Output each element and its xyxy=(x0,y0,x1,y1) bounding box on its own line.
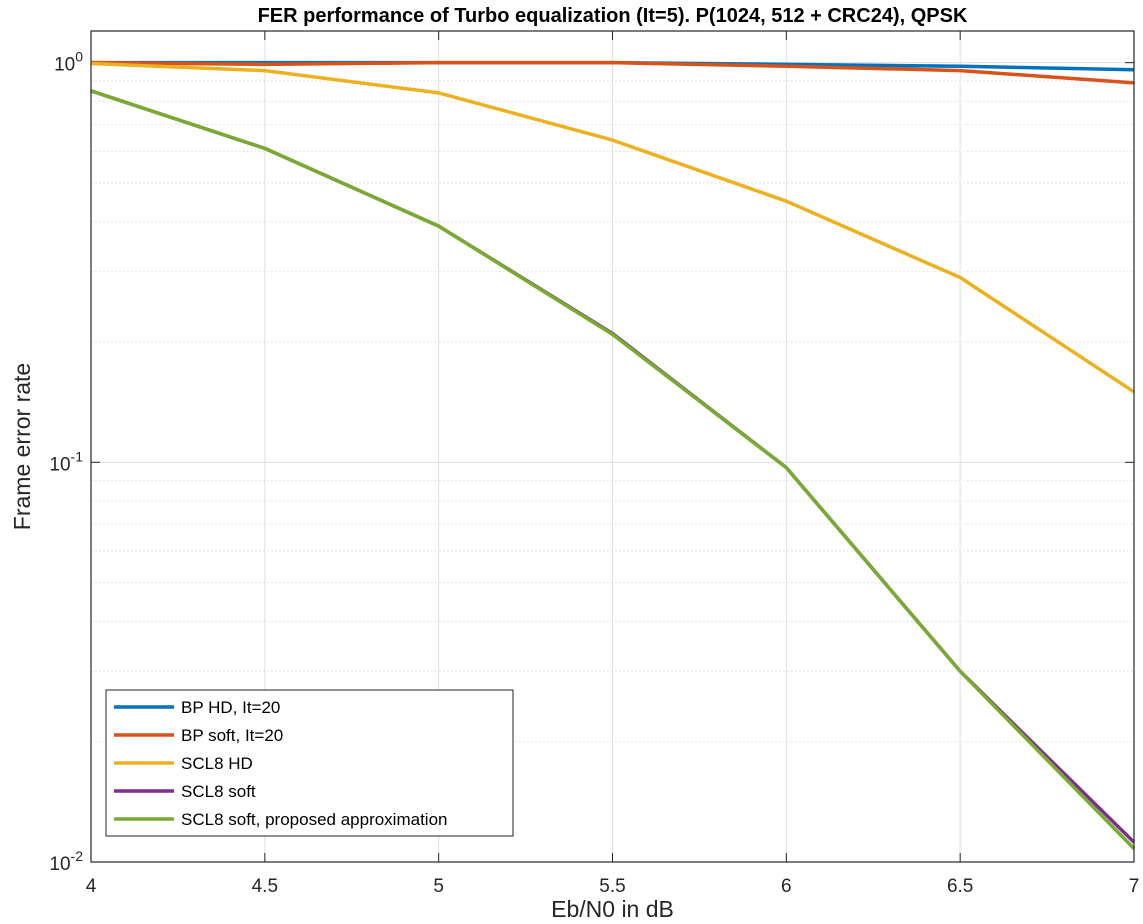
y-tick-label: 10-2 xyxy=(49,848,83,875)
x-tick-label: 7 xyxy=(1129,876,1140,897)
y-tick-exponent: -1 xyxy=(71,448,84,464)
y-tick-base: 10 xyxy=(49,854,70,875)
chart-title: FER performance of Turbo equalization (I… xyxy=(258,5,968,27)
y-tick-label: 100 xyxy=(54,49,83,76)
legend-label: BP HD, It=20 xyxy=(181,698,280,717)
series-line-5 xyxy=(90,89,1136,850)
x-tick-label: 4 xyxy=(86,876,97,897)
series-line-2 xyxy=(90,60,1135,85)
legend-label: SCL8 soft, proposed approximation xyxy=(181,810,448,829)
x-tick-label: 5 xyxy=(433,876,444,897)
y-tick-base: 10 xyxy=(54,55,75,76)
series-line-3 xyxy=(90,61,1135,394)
legend-label: SCL8 soft xyxy=(181,782,256,801)
legend: BP HD, It=20 BP soft, It=20 SCL8 HD SCL8 so… xyxy=(105,689,514,837)
y-tick-exponent: -2 xyxy=(71,848,84,864)
axes-box xyxy=(90,30,1135,863)
legend-label: BP soft, It=20 xyxy=(181,726,283,745)
y-tick-base: 10 xyxy=(49,454,70,475)
legend-label: SCL8 HD xyxy=(181,754,253,773)
y-axis-label: Frame error rate xyxy=(9,363,35,530)
x-tick-label: 4.5 xyxy=(252,876,278,897)
y-tick-label: 10-1 xyxy=(49,448,83,475)
x-tick-label: 5.5 xyxy=(599,876,625,897)
y-tick-exponent: 0 xyxy=(75,49,83,65)
x-tick-label: 6 xyxy=(781,876,792,897)
x-tick-label: 6.5 xyxy=(947,876,973,897)
x-axis-label: Eb/N0 in dB xyxy=(551,896,674,922)
